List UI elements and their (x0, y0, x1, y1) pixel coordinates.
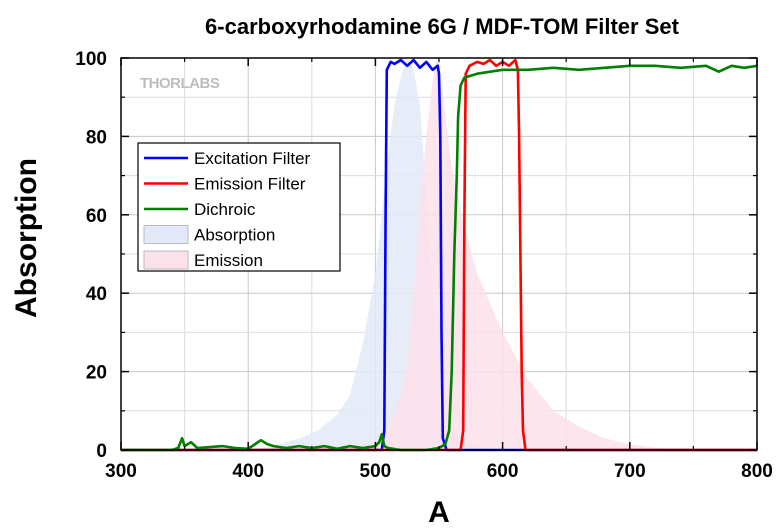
x-axis-title: A (428, 496, 450, 529)
y-tick-label: 100 (75, 49, 107, 70)
thorlabs-watermark: THORLABS (140, 75, 220, 92)
legend-label-emission: Emission (194, 251, 263, 270)
legend-swatch-absorption (143, 225, 189, 244)
y-tick-label: 0 (96, 441, 107, 462)
legend-label-excitation-filter: Excitation Filter (194, 149, 311, 168)
axis-ticks (120, 57, 758, 451)
x-tick-label: 300 (105, 461, 137, 482)
x-tick-label: 600 (487, 461, 519, 482)
emission-area (350, 58, 694, 450)
y-tick-label: 40 (86, 284, 107, 305)
chart-title: 6-carboxyrhodamine 6G / MDF-TOM Filter S… (205, 14, 680, 39)
y-tick-label: 60 (86, 206, 107, 227)
excitation-filter-line (121, 58, 757, 452)
x-tick-label: 500 (360, 461, 392, 482)
line-series (121, 58, 758, 452)
emission-filter-line (121, 58, 757, 452)
legend-label-absorption: Absorption (194, 226, 275, 245)
y-tick-label: 80 (86, 127, 107, 148)
legend-label-emission-filter: Emission Filter (194, 175, 306, 194)
x-axis-tick-labels: 300 400 500 600 700 800 (105, 461, 773, 482)
legend-label-dichroic: Dichroic (194, 200, 256, 219)
absorption-area (248, 58, 503, 450)
dichroic-line (121, 64, 758, 452)
x-tick-label: 700 (614, 461, 646, 482)
legend-box (137, 142, 341, 272)
y-axis-tick-labels: 0 20 40 60 80 100 (75, 49, 107, 462)
x-tick-label: 800 (741, 461, 773, 482)
x-tick-label: 400 (232, 461, 264, 482)
area-series (248, 58, 694, 450)
legend: Excitation Filter Emission Filter Dichroic… (137, 142, 341, 272)
y-tick-label: 20 (86, 363, 107, 384)
y-axis-title: Absorption (10, 158, 43, 318)
legend-swatch-emission (143, 250, 189, 270)
